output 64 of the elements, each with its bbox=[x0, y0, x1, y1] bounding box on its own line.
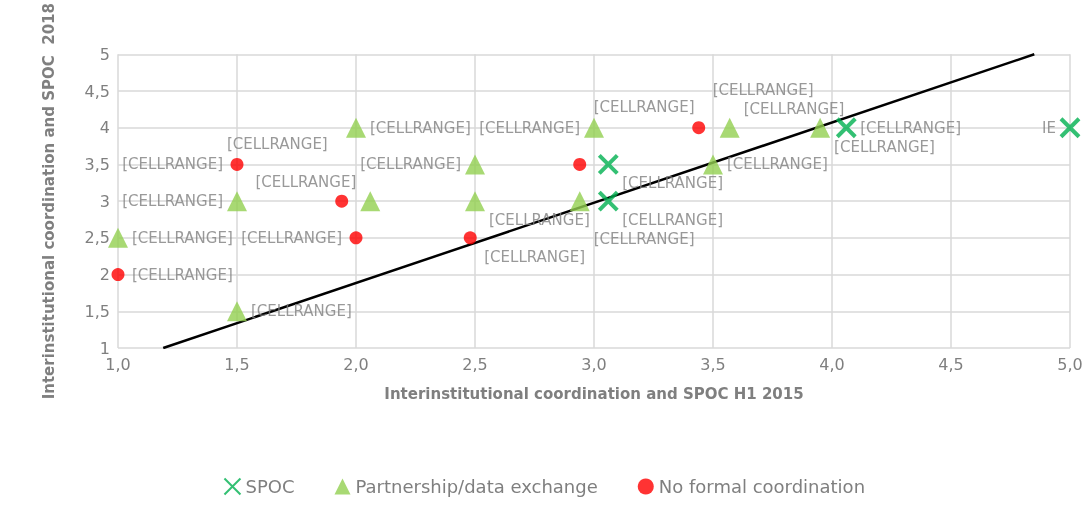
y-tick-label: 1,5 bbox=[84, 301, 110, 321]
point bbox=[1059, 116, 1081, 139]
data-label: [CELLRANGE] bbox=[712, 80, 814, 99]
data-label: [CELLRANGE] bbox=[593, 98, 695, 117]
point bbox=[810, 117, 831, 138]
data-label: [CELLRANGE] bbox=[226, 135, 328, 154]
y-tick-label: 5 bbox=[99, 44, 110, 64]
point bbox=[463, 231, 477, 245]
point bbox=[835, 116, 858, 139]
point bbox=[108, 227, 128, 248]
data-label: [CELLRANGE] bbox=[241, 228, 343, 247]
x-tick-label: 2,5 bbox=[462, 354, 488, 374]
legend-label: Partnership/data exchange bbox=[355, 476, 598, 497]
point bbox=[227, 191, 247, 212]
point bbox=[335, 194, 349, 208]
x-tick-label: 4,5 bbox=[938, 354, 964, 374]
x-tick-label: 3,0 bbox=[581, 354, 607, 374]
y-tick-label: 2,5 bbox=[84, 228, 110, 248]
data-label: [CELLRANGE] bbox=[131, 265, 233, 284]
point bbox=[597, 190, 620, 213]
y-tick-label: 4 bbox=[99, 118, 110, 138]
data-label: [CELLRANGE] bbox=[131, 228, 233, 247]
y-axis-title: Interinstitutional coordination and SPOC 2018 bbox=[39, 2, 58, 400]
data-label: [CELLRANGE] bbox=[122, 192, 224, 211]
y-tick-label: 3,5 bbox=[84, 154, 110, 174]
data-label: [CELLRANGE] bbox=[726, 155, 828, 174]
data-label: [CELLRANGE] bbox=[860, 118, 962, 137]
point bbox=[569, 191, 590, 212]
data-label: [CELLRANGE] bbox=[622, 211, 724, 230]
point bbox=[360, 191, 381, 212]
x-tick-label: 4,0 bbox=[819, 354, 845, 374]
point bbox=[597, 153, 620, 176]
point bbox=[584, 117, 604, 138]
point bbox=[703, 154, 723, 175]
point bbox=[573, 157, 587, 171]
point bbox=[465, 191, 485, 212]
y-tick-label: 3 bbox=[99, 191, 110, 211]
data-label: [CELLRANGE] bbox=[834, 137, 935, 156]
x-tick-label: 1,5 bbox=[224, 354, 250, 374]
data-label: [CELLRANGE] bbox=[369, 118, 471, 137]
point bbox=[227, 301, 247, 322]
point bbox=[346, 117, 366, 138]
legend-label: No formal coordination bbox=[658, 476, 866, 497]
data-label: [CELLRANGE] bbox=[743, 99, 845, 118]
point bbox=[692, 121, 706, 135]
data-label: [CELLRANGE] bbox=[360, 155, 462, 174]
data-label: [CELLRANGE] bbox=[593, 230, 695, 249]
data-label: [CELLRANGE] bbox=[122, 155, 224, 174]
x-tick-label: 2,0 bbox=[343, 354, 369, 374]
legend-label: SPOC bbox=[245, 476, 295, 497]
data-label: [CELLRANGE] bbox=[255, 173, 357, 192]
data-label: [CELLRANGE] bbox=[479, 118, 581, 137]
data-label: IE bbox=[1042, 118, 1056, 137]
point bbox=[349, 231, 363, 245]
point bbox=[230, 157, 244, 171]
y-tick-label: 4,5 bbox=[84, 81, 110, 101]
point bbox=[111, 268, 125, 282]
point bbox=[465, 154, 485, 175]
y-tick-label: 2 bbox=[99, 265, 110, 285]
x-axis-title: Interinstitutional coordination and SPOC H1 2015 bbox=[384, 384, 804, 403]
x-tick-label: 5,0 bbox=[1057, 354, 1083, 374]
point bbox=[719, 117, 740, 138]
data-label: [CELLRANGE] bbox=[484, 247, 586, 266]
x-tick-label: 3,5 bbox=[700, 354, 726, 374]
